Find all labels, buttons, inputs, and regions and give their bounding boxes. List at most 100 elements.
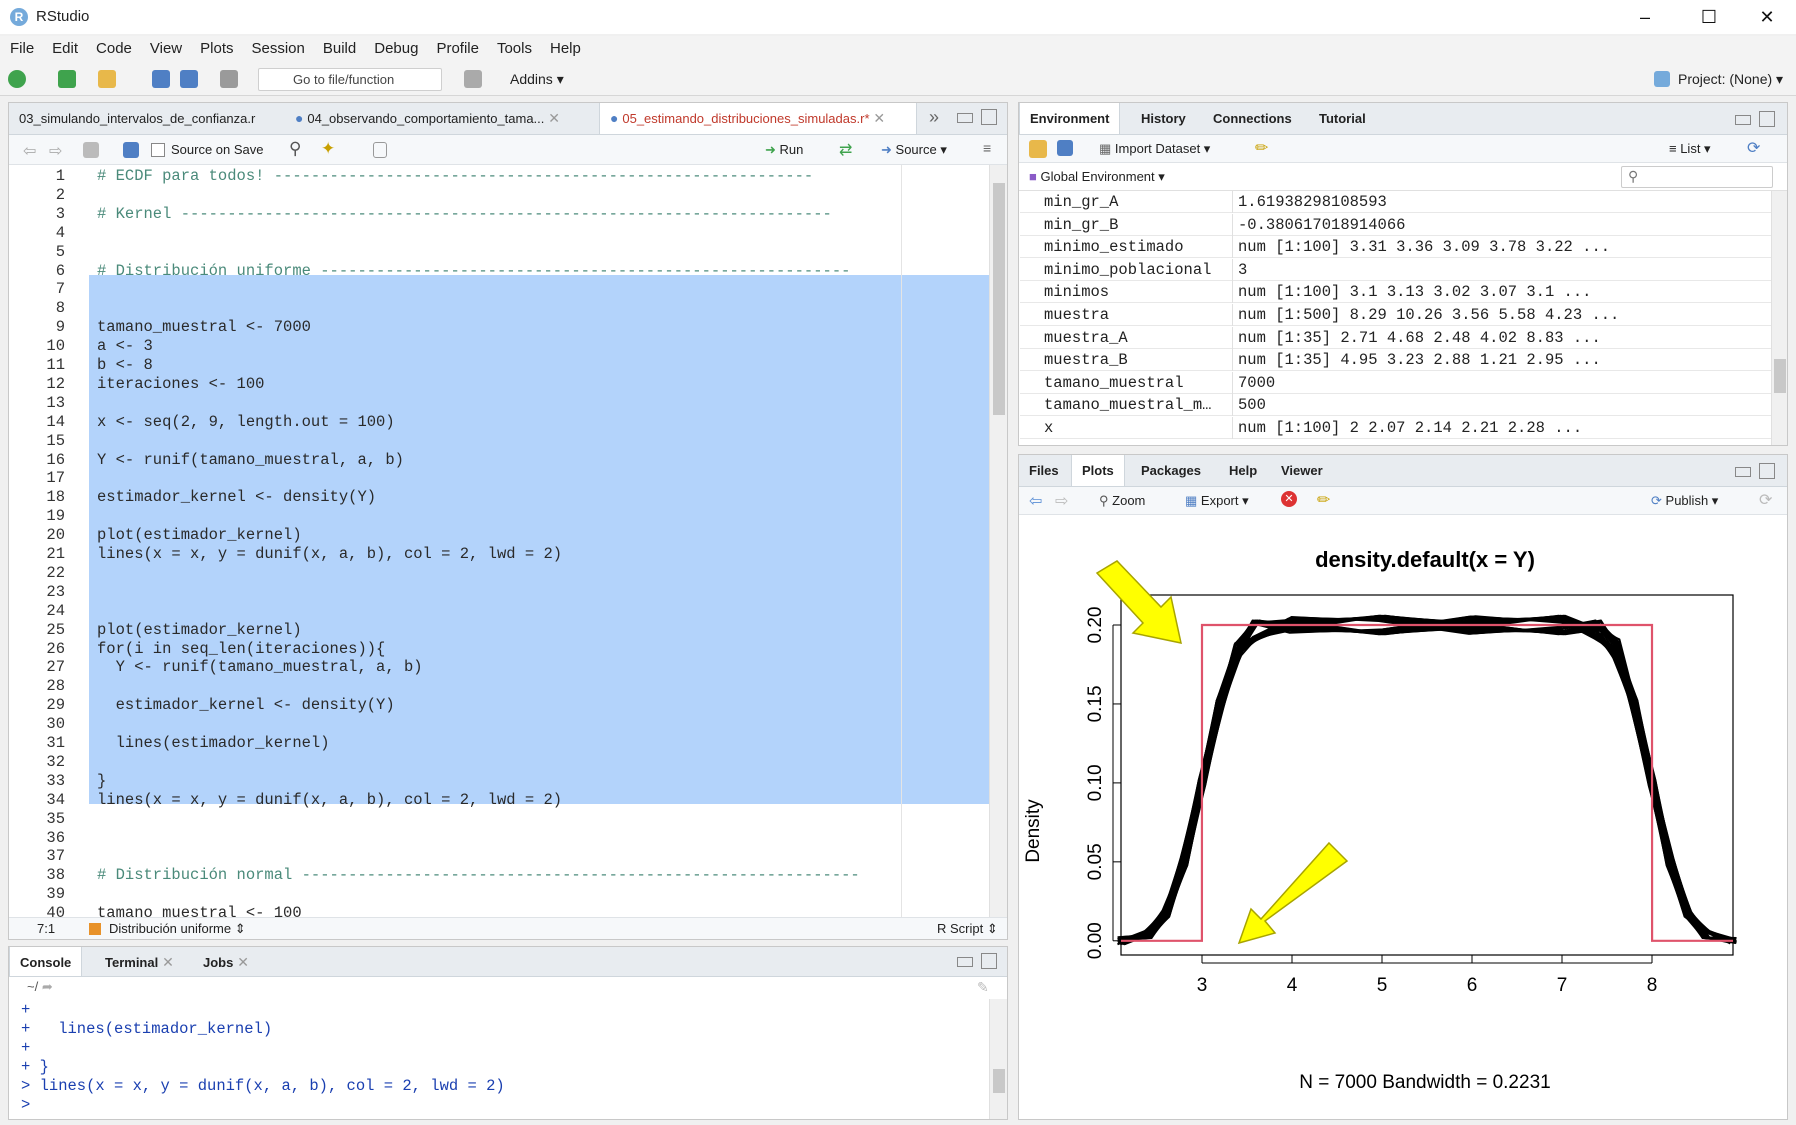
tab-viewer[interactable]: Viewer [1271,455,1333,486]
source-button[interactable]: ➜ Source ▾ [881,142,947,157]
tab-connections[interactable]: Connections [1203,103,1302,134]
tab-terminal[interactable]: Terminal ✕ [105,954,174,970]
code-line[interactable]: a <- 3 [97,337,153,356]
forward-arrow-icon[interactable]: ⇨ [49,143,63,160]
code-line[interactable]: plot(estimador_kernel) [97,620,302,639]
global-env-selector[interactable]: ■ Global Environment ▾ [1029,169,1165,184]
env-row[interactable]: min_gr_B -0.380617018914066 [1020,213,1771,236]
env-scroll-thumb[interactable] [1774,359,1786,393]
publish-button[interactable]: ⟳ Publish ▾ [1651,493,1719,508]
env-minimize-icon[interactable] [1735,115,1751,125]
code-line[interactable]: estimador_kernel <- density(Y) [97,488,377,507]
save-icon[interactable] [152,70,170,88]
env-maximize-icon[interactable] [1759,111,1775,127]
wand-icon[interactable]: ✦ [321,139,336,158]
more-tabs-icon[interactable]: » [929,107,940,127]
export-button[interactable]: ▦ Export ▾ [1185,493,1249,508]
menu-help[interactable]: Help [550,40,581,57]
code-line[interactable]: # ECDF para todos! ---------------------… [97,167,814,185]
menu-code[interactable]: Code [96,40,132,57]
code-line[interactable]: for(i in seq_len(iteraciones)){ [97,639,386,658]
show-in-window-icon[interactable] [83,142,99,158]
menu-file[interactable]: File [10,40,35,57]
run-button[interactable]: ➜ Run [765,142,804,157]
refresh-env-icon[interactable]: ⟳ [1747,140,1761,157]
env-row[interactable]: x num [1:100] 2 2.07 2.14 2.21 2.28 ... [1020,417,1771,439]
menu-session[interactable]: Session [251,40,305,57]
back-arrow-icon[interactable]: ⇦ [23,143,37,160]
menu-plots[interactable]: Plots [200,40,234,57]
save-workspace-icon[interactable] [1057,140,1073,156]
file-type-selector[interactable]: R Script ⇕ [937,921,998,936]
search-icon[interactable]: ⚲ [289,139,302,158]
env-row[interactable]: muestra_A num [1:35] 2.71 4.68 2.48 4.02 … [1020,326,1771,349]
tab-tutorial[interactable]: Tutorial [1309,103,1376,134]
editor-tab-05[interactable]: ● 05_estimando_distribuciones_simuladas.… [599,103,917,134]
code-line[interactable]: x <- seq(2, 9, length.out = 100) [97,412,395,431]
rerun-icon[interactable]: ⇄ [839,142,853,159]
plots-maximize-icon[interactable] [1759,463,1775,479]
minimize-button[interactable]: – [1639,7,1650,27]
editor-scrollbar[interactable] [989,165,1007,917]
env-row[interactable]: minimo_poblacional 3 [1020,258,1771,281]
env-row[interactable]: minimos num [1:100] 3.1 3.13 3.02 3.07 3.… [1020,281,1771,304]
code-line[interactable]: Y <- runif(tamano_muestral, a, b) [97,450,404,469]
go-to-file-input[interactable]: Go to file/function [258,68,442,91]
env-search-input[interactable]: ⚲ [1621,166,1773,188]
env-scrollbar[interactable] [1771,191,1787,445]
env-row[interactable]: muestra num [1:500] 8.29 10.26 3.56 5.58 … [1020,304,1771,326]
maximize-button[interactable]: ☐ [1700,7,1718,27]
document-outline-icon[interactable] [373,142,387,158]
section-selector[interactable]: Distribución uniforme ⇕ [109,921,246,936]
close-button[interactable]: ✕ [1759,7,1775,27]
console-scrollbar[interactable] [989,999,1007,1119]
code-line[interactable]: tamano_muestral <- 7000 [97,318,311,337]
code-line[interactable]: b <- 8 [97,356,153,374]
env-row[interactable]: tamano_muestral 7000 [1020,371,1771,394]
print-icon[interactable] [220,70,238,88]
menu-tools[interactable]: Tools [496,40,532,57]
prev-plot-icon[interactable]: ⇦ [1029,493,1043,510]
broom-icon[interactable]: ✏ [1255,140,1269,157]
clear-console-icon[interactable]: ✎ [977,979,989,995]
console-maximize-icon[interactable] [981,953,997,969]
list-view-button[interactable]: ≡ List ▾ [1669,141,1711,156]
code-line[interactable]: # Distribución normal ------------------… [97,866,860,885]
menu-build[interactable]: Build [322,40,357,57]
editor-scroll-thumb[interactable] [993,183,1005,415]
code-line[interactable]: Y <- runif(tamano_muestral, a, b) [97,658,423,677]
code-line[interactable]: lines(estimador_kernel) [97,734,330,752]
project-menu[interactable]: Project: (None) ▾ [1678,71,1784,87]
console-minimize-icon[interactable] [957,957,973,967]
import-dataset-button[interactable]: ▦ Import Dataset ▾ [1099,141,1211,156]
code-line[interactable]: estimador_kernel <- density(Y) [97,696,395,715]
tab-files[interactable]: Files [1019,455,1069,486]
code-line[interactable]: lines(x = x, y = dunif(x, a, b), col = 2… [97,545,563,563]
tab-environment[interactable]: Environment [1019,103,1121,134]
plots-minimize-icon[interactable] [1735,467,1751,477]
console-scroll-thumb[interactable] [993,1069,1005,1093]
addins-menu[interactable]: Addins ▾ [510,71,564,87]
new-file-icon[interactable] [8,70,26,88]
menu-debug[interactable]: Debug [374,40,419,57]
source-on-save-checkbox[interactable] [151,143,165,157]
new-project-icon[interactable] [58,70,76,88]
zoom-button[interactable]: ⚲ Zoom [1099,493,1146,508]
tab-history[interactable]: History [1131,103,1196,134]
open-file-icon[interactable] [98,70,116,88]
env-row[interactable]: min_gr_A 1.61938298108593 [1020,191,1771,213]
env-row[interactable]: tamano_muestral_m… 500 [1020,394,1771,417]
maximize-pane-icon[interactable] [981,109,997,125]
code-line[interactable]: } [97,771,107,790]
save-file-icon[interactable] [123,142,139,158]
menu-profile[interactable]: Profile [436,40,479,57]
refresh-plot-icon[interactable]: ⟳ [1759,492,1773,509]
next-plot-icon[interactable]: ⇨ [1055,493,1069,510]
editor-tab-04[interactable]: ● 04_observando_comportamiento_tama... ✕ [295,110,561,126]
remove-plot-icon[interactable]: ✕ [1281,491,1297,507]
save-all-icon[interactable] [180,70,198,88]
code-line[interactable]: plot(estimador_kernel) [97,526,302,545]
outline-menu-icon[interactable]: ≡ [983,140,992,156]
tab-help[interactable]: Help [1219,455,1267,486]
code-line[interactable]: iteraciones <- 100 [97,374,265,393]
